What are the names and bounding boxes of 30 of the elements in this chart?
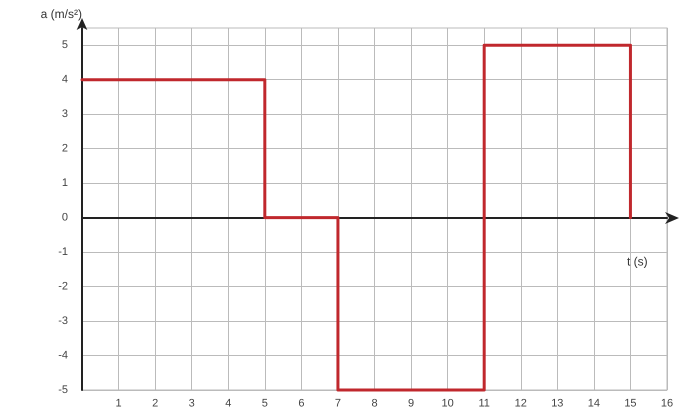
y-tick-label: 2 bbox=[62, 142, 68, 155]
x-tick-label: 8 bbox=[371, 398, 378, 409]
y-tick-label: -3 bbox=[58, 315, 68, 328]
x-tick-label: 15 bbox=[624, 398, 637, 409]
x-tick-label: 3 bbox=[188, 398, 195, 409]
y-axis-title: a (m/s²) bbox=[40, 7, 82, 21]
x-tick-label: 16 bbox=[660, 398, 674, 409]
x-tick-label: 5 bbox=[262, 398, 268, 409]
y-tick-label: 3 bbox=[62, 108, 68, 120]
x-axis-title: t (s) bbox=[627, 254, 648, 269]
y-tick-label: -2 bbox=[58, 280, 68, 293]
x-tick-label: 4 bbox=[225, 398, 232, 409]
x-tick-label: 7 bbox=[334, 398, 341, 409]
y-tick-label: -4 bbox=[58, 350, 68, 362]
y-tick-label: 1 bbox=[62, 177, 68, 190]
x-tick-label: 11 bbox=[478, 398, 490, 409]
x-tick-label: 6 bbox=[298, 398, 304, 409]
y-tick-label: 0 bbox=[62, 212, 68, 224]
x-tick-label: 10 bbox=[442, 398, 454, 409]
x-tick-label: 9 bbox=[408, 398, 414, 409]
x-tick-label: 2 bbox=[152, 398, 158, 409]
x-tick-label: 14 bbox=[588, 398, 600, 409]
y-tick-label: -5 bbox=[58, 384, 68, 396]
x-tick-label: 13 bbox=[551, 398, 564, 409]
y-tick-label: 4 bbox=[62, 74, 68, 86]
x-tick-label: 1 bbox=[116, 398, 122, 409]
line-series bbox=[80, 44, 632, 392]
y-tick-label: 5 bbox=[62, 39, 68, 52]
y-tick-label: -1 bbox=[58, 246, 68, 258]
x-tick-label: 12 bbox=[514, 398, 527, 409]
